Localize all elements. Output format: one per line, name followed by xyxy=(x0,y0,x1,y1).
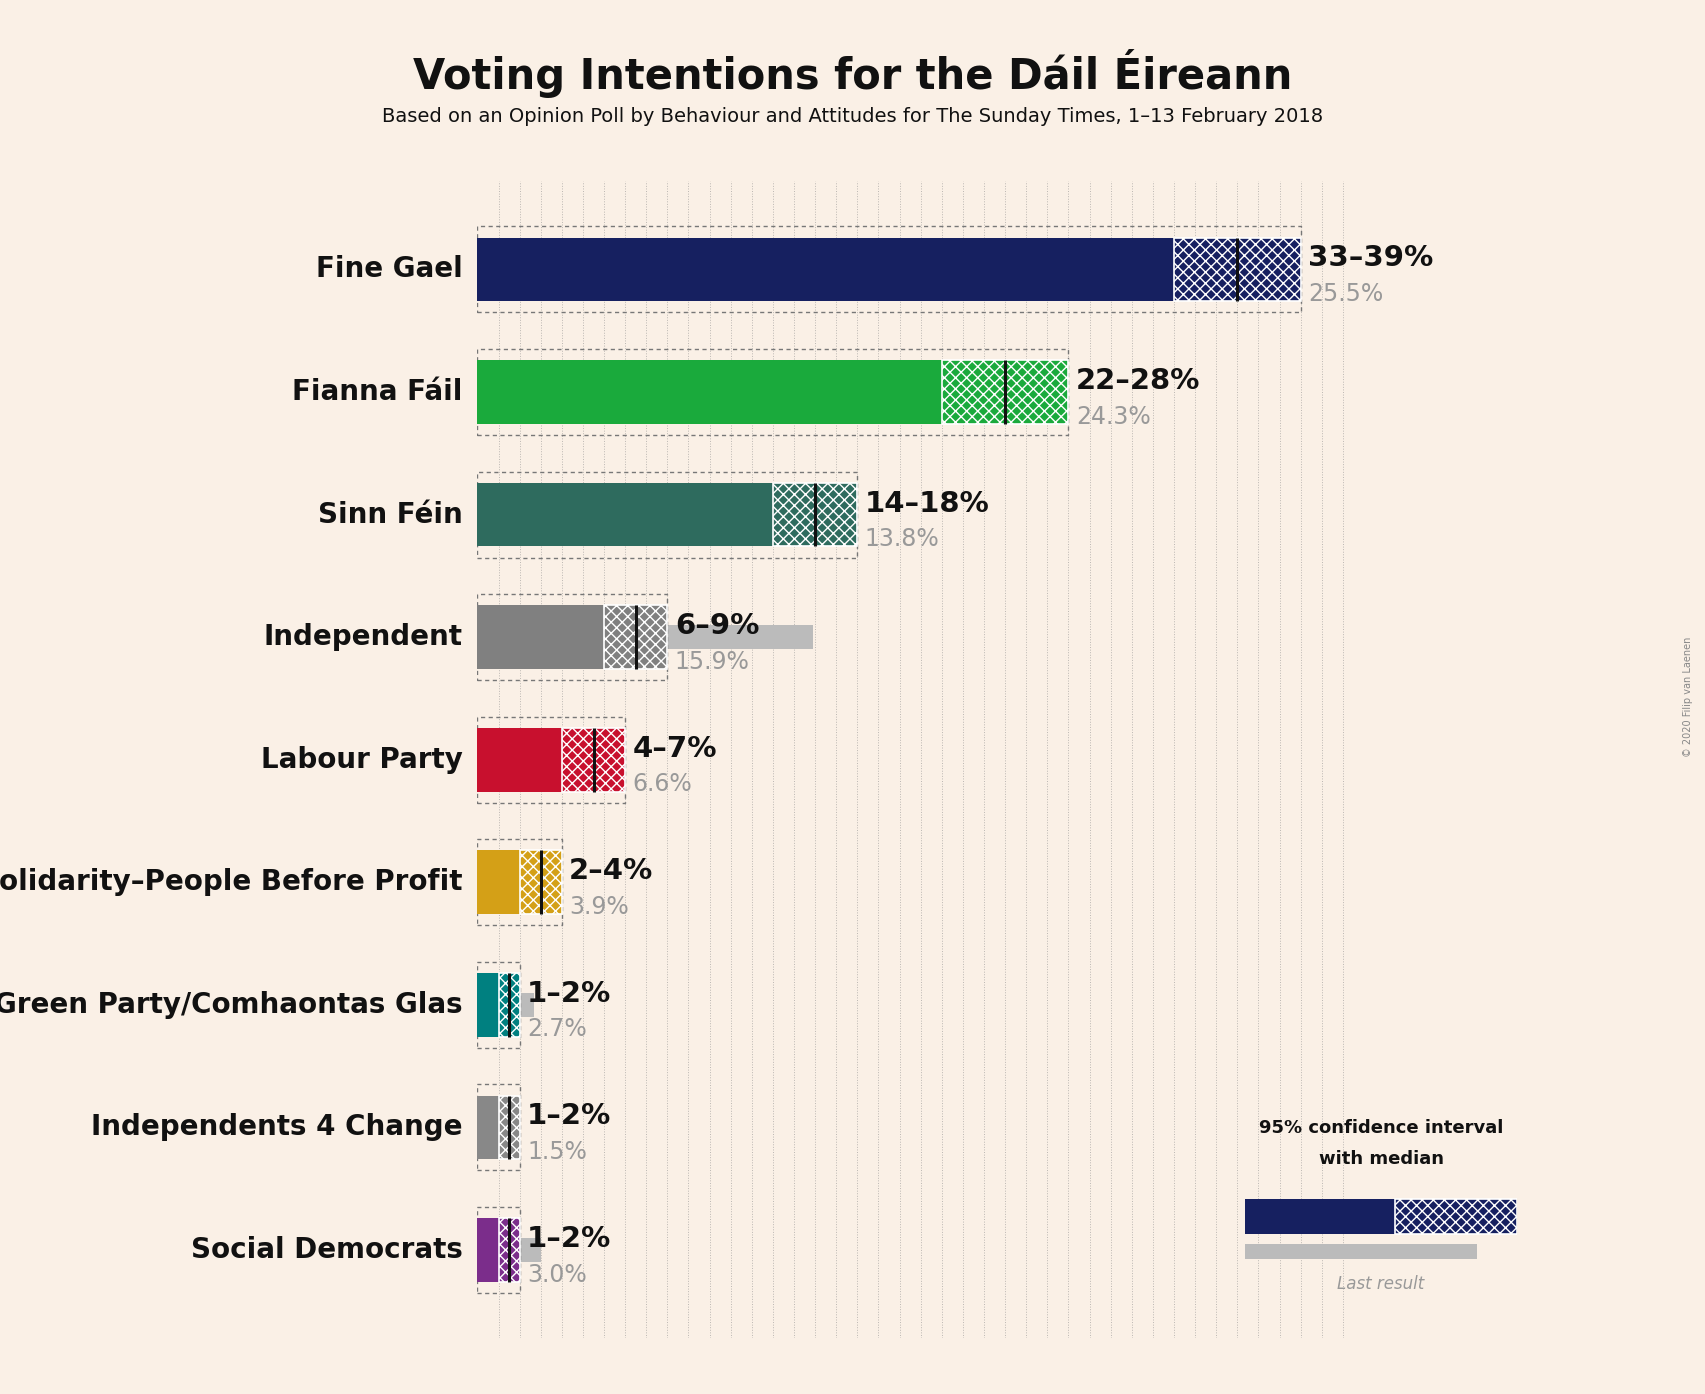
Bar xyxy=(477,502,769,527)
Text: 22–28%: 22–28% xyxy=(1076,367,1200,395)
Bar xyxy=(477,348,1069,435)
Bar xyxy=(498,1096,520,1160)
Bar xyxy=(477,1085,520,1171)
Bar xyxy=(1245,1245,1477,1259)
Bar xyxy=(477,728,563,792)
Text: 24.3%: 24.3% xyxy=(1076,404,1151,428)
Text: 13.8%: 13.8% xyxy=(864,527,939,551)
Bar xyxy=(520,850,563,914)
Bar xyxy=(477,1096,498,1160)
Text: 4–7%: 4–7% xyxy=(633,735,718,763)
Bar xyxy=(477,471,858,558)
Text: Sinn Féin: Sinn Féin xyxy=(317,500,462,528)
Bar xyxy=(941,360,1069,424)
Text: 1–2%: 1–2% xyxy=(527,980,612,1008)
Bar xyxy=(477,962,520,1048)
Bar xyxy=(1175,237,1301,301)
Text: 3.9%: 3.9% xyxy=(569,895,629,919)
Bar xyxy=(477,717,626,803)
Bar xyxy=(477,226,1301,312)
Text: 33–39%: 33–39% xyxy=(1308,244,1434,272)
Text: 95% confidence interval: 95% confidence interval xyxy=(1258,1119,1504,1138)
Bar xyxy=(1245,1199,1395,1234)
Text: 14–18%: 14–18% xyxy=(864,489,989,517)
Bar xyxy=(498,1218,520,1282)
Text: 1.5%: 1.5% xyxy=(527,1140,587,1164)
Text: Labour Party: Labour Party xyxy=(261,746,462,774)
Text: Fianna Fáil: Fianna Fáil xyxy=(292,378,462,406)
Bar xyxy=(477,747,617,772)
Text: with median: with median xyxy=(1318,1150,1444,1168)
Bar xyxy=(563,728,626,792)
Bar xyxy=(477,237,1175,301)
Text: Green Party/Comhaontas Glas: Green Party/Comhaontas Glas xyxy=(0,991,462,1019)
Bar xyxy=(477,1207,520,1294)
Text: Independent: Independent xyxy=(264,623,462,651)
Bar xyxy=(477,870,559,895)
Bar xyxy=(477,482,772,546)
Text: 6–9%: 6–9% xyxy=(675,612,759,640)
Text: © 2020 Filip van Laenen: © 2020 Filip van Laenen xyxy=(1683,637,1693,757)
Bar xyxy=(477,1238,540,1262)
Text: 2.7%: 2.7% xyxy=(527,1018,587,1041)
Bar xyxy=(477,1115,510,1139)
Text: Last result: Last result xyxy=(1337,1276,1425,1294)
Bar xyxy=(477,850,520,914)
Text: 25.5%: 25.5% xyxy=(1308,282,1383,305)
Bar xyxy=(477,625,813,650)
Text: 1–2%: 1–2% xyxy=(527,1225,612,1253)
Bar xyxy=(1395,1199,1517,1234)
Text: 15.9%: 15.9% xyxy=(675,650,750,673)
Text: 6.6%: 6.6% xyxy=(633,772,692,796)
Text: Fine Gael: Fine Gael xyxy=(315,255,462,283)
Bar xyxy=(498,973,520,1037)
Bar xyxy=(477,973,498,1037)
Bar xyxy=(477,1218,498,1282)
Text: Voting Intentions for the Dáil Éireann: Voting Intentions for the Dáil Éireann xyxy=(413,49,1292,98)
Bar xyxy=(477,258,1016,282)
Text: Solidarity–People Before Profit: Solidarity–People Before Profit xyxy=(0,868,462,896)
Text: Independents 4 Change: Independents 4 Change xyxy=(90,1114,462,1142)
Bar xyxy=(477,993,534,1018)
Bar xyxy=(477,839,563,926)
Text: 3.0%: 3.0% xyxy=(527,1263,587,1287)
Bar xyxy=(772,482,858,546)
Text: Based on an Opinion Poll by Behaviour and Attitudes for The Sunday Times, 1–13 F: Based on an Opinion Poll by Behaviour an… xyxy=(382,107,1323,127)
Bar xyxy=(477,360,941,424)
Bar xyxy=(477,605,604,669)
Bar xyxy=(604,605,667,669)
Bar xyxy=(477,381,991,404)
Text: Social Democrats: Social Democrats xyxy=(191,1236,462,1264)
Bar xyxy=(477,594,667,680)
Text: 2–4%: 2–4% xyxy=(569,857,653,885)
Text: 1–2%: 1–2% xyxy=(527,1103,612,1131)
